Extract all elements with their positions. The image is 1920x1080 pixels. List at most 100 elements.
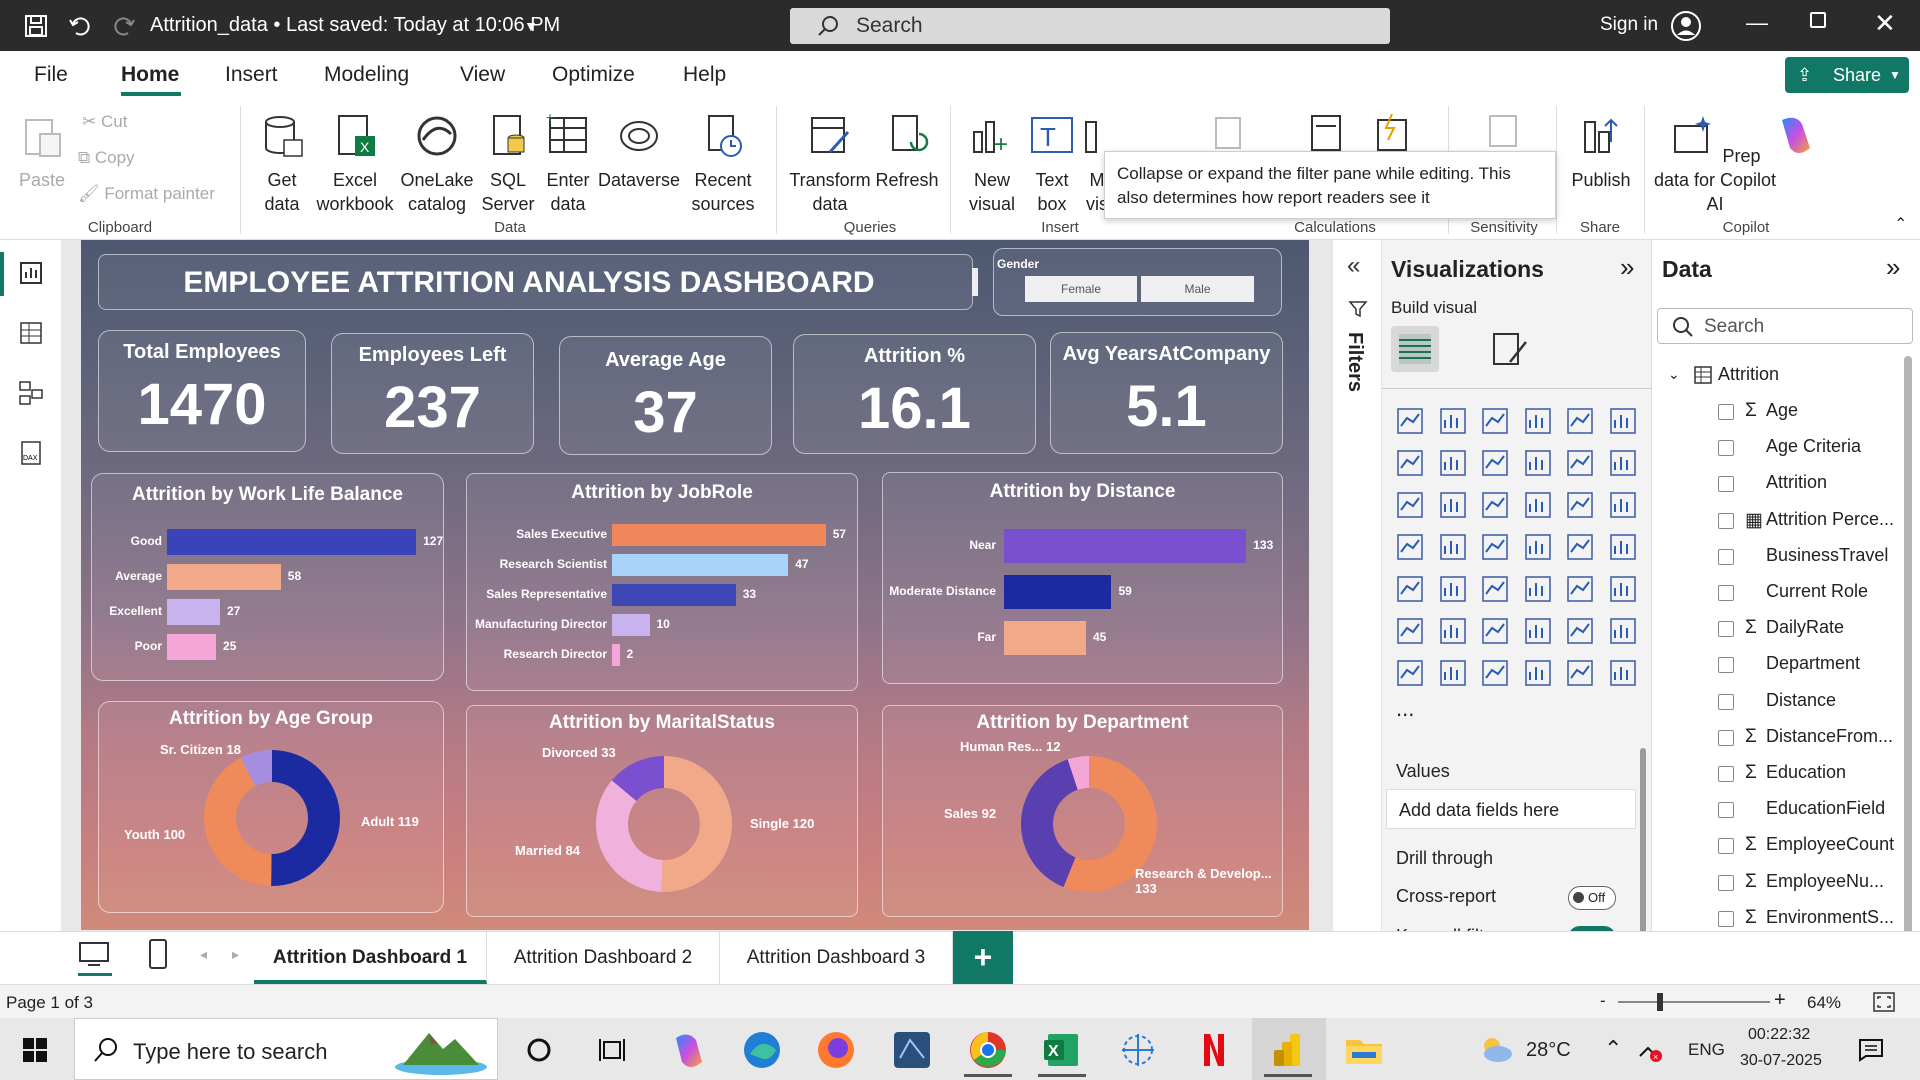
new-card-icon[interactable] (1438, 658, 1468, 688)
user-avatar-icon[interactable] (1670, 10, 1702, 42)
donut-slice[interactable] (1067, 756, 1089, 790)
python-visual-icon[interactable] (1395, 616, 1425, 646)
field-name[interactable]: EnvironmentS... (1766, 906, 1895, 927)
widgets-icon[interactable] (598, 1037, 626, 1063)
field-checkbox[interactable] (1718, 838, 1734, 855)
enter-data-button[interactable]: + Enter data (540, 109, 596, 216)
key-influencers-icon[interactable] (1438, 616, 1468, 646)
donut-slice[interactable] (596, 780, 663, 892)
chart-age-group[interactable]: Attrition by Age Group Adult 119 Youth 1… (98, 701, 444, 913)
donut-icon[interactable] (1608, 490, 1638, 520)
viz-scrollbar[interactable] (1640, 748, 1646, 978)
card-icon[interactable] (1608, 532, 1638, 562)
redo-icon[interactable] (112, 14, 136, 38)
r-visual-icon[interactable] (1608, 574, 1638, 604)
copy-button[interactable]: ⧉ Copy (78, 148, 135, 168)
onelake-catalog-button[interactable]: OneLake catalog (398, 112, 476, 216)
taskbar-search-input[interactable]: Type here to search (74, 1018, 498, 1080)
firefox-icon[interactable] (814, 1028, 858, 1072)
collapse-ribbon-icon[interactable]: ⌃ (1894, 216, 1908, 233)
zoom-out-button[interactable]: - (1600, 991, 1606, 1010)
field-name[interactable]: Attrition Perce... (1766, 508, 1895, 529)
undo-icon[interactable] (68, 14, 92, 38)
dax-query-view-icon[interactable]: DAX (18, 440, 44, 466)
format-visual-icon[interactable] (1490, 330, 1530, 368)
qa-icon[interactable] (1523, 616, 1553, 646)
language-indicator[interactable]: ENG (1688, 1040, 1725, 1059)
chrome-icon[interactable] (966, 1028, 1010, 1072)
filled-map-icon[interactable] (1480, 532, 1510, 562)
field-checkbox[interactable] (1718, 585, 1734, 601)
donut-slice[interactable] (661, 756, 732, 892)
field-checkbox[interactable] (1718, 910, 1734, 927)
expand-filters-icon[interactable]: « (1347, 252, 1361, 279)
filters-pane[interactable]: « Filters (1332, 240, 1382, 984)
treemap-icon[interactable] (1395, 532, 1425, 562)
field-name[interactable]: EducationField (1766, 798, 1886, 819)
bar[interactable] (167, 529, 417, 555)
maximize-icon[interactable] (1810, 12, 1826, 28)
line-column-icon[interactable] (1565, 448, 1595, 478)
tab-attrition-dashboard-1[interactable]: Attrition Dashboard 1 (254, 931, 487, 984)
gender-slicer[interactable]: Gender Female Male (993, 248, 1282, 316)
gender-female-button[interactable]: Female (1025, 276, 1137, 302)
windows-start-icon[interactable] (22, 1037, 48, 1063)
chart-marital-status[interactable]: Attrition by MaritalStatus Single 120 Ma… (466, 705, 858, 917)
bar[interactable] (1004, 529, 1247, 563)
zoom-slider-thumb[interactable] (1657, 993, 1663, 1011)
netflix-icon[interactable] (1192, 1028, 1236, 1072)
table-icon[interactable] (1523, 574, 1553, 604)
bar[interactable] (612, 524, 826, 546)
search-input[interactable]: Search (790, 8, 1390, 44)
prep-data-copilot-button[interactable]: Prep data for Copilot AI (1650, 112, 1780, 216)
field-name[interactable]: Education (1766, 762, 1847, 782)
pie-icon[interactable] (1565, 490, 1595, 520)
text-box-button[interactable]: T Text box (1026, 112, 1078, 216)
field-name[interactable]: DailyRate (1766, 617, 1845, 638)
tab-attrition-dashboard-2[interactable]: Attrition Dashboard 2 (487, 931, 720, 984)
cut-button[interactable]: ✂ Cut (82, 112, 127, 132)
field-name[interactable]: Current Role (1766, 581, 1869, 601)
more-visuals-button[interactable]: M vis (1082, 112, 1112, 216)
vscode-app-icon[interactable] (890, 1028, 934, 1072)
report-canvas[interactable]: EMPLOYEE ATTRITION ANALYSIS DASHBOARD Ge… (81, 240, 1309, 930)
more-visuals-ellipsis[interactable]: ... (1396, 696, 1415, 721)
zoom-level[interactable]: 64% (1807, 993, 1842, 1012)
bar[interactable] (612, 644, 620, 666)
gauge-icon[interactable] (1565, 532, 1595, 562)
field-name[interactable]: Attrition (1766, 472, 1828, 493)
prev-page-icon[interactable]: ◂ (200, 946, 208, 962)
donut-slice[interactable] (611, 756, 664, 801)
task-view-icon[interactable] (526, 1037, 552, 1063)
bar[interactable] (1004, 575, 1112, 609)
cross-report-toggle[interactable]: Off (1568, 886, 1616, 910)
menu-optimize[interactable]: Optimize (552, 63, 635, 86)
copilot-taskbar-icon[interactable] (666, 1028, 710, 1072)
field-checkbox[interactable] (1718, 440, 1734, 457)
stacked-column-icon[interactable] (1438, 406, 1468, 436)
field-checkbox[interactable] (1718, 548, 1734, 565)
get-data-button[interactable]: Get data (252, 112, 312, 216)
fit-to-page-icon[interactable] (1872, 991, 1896, 1013)
clock-date[interactable]: 30-07-2025 (1740, 1052, 1822, 1069)
share-button[interactable]: ⇪ Share ▼ (1785, 57, 1909, 93)
next-page-icon[interactable]: ▸ (232, 946, 240, 962)
publish-button[interactable]: Publish (1566, 112, 1636, 192)
multi-row-card-icon[interactable] (1395, 574, 1425, 604)
edge-icon[interactable] (740, 1028, 784, 1072)
goals-icon[interactable] (1608, 616, 1638, 646)
data-search-input[interactable]: Search (1657, 308, 1913, 344)
desktop-layout-icon[interactable] (78, 941, 110, 967)
filters-label[interactable]: Filters (1344, 332, 1366, 393)
format-painter-button[interactable]: 🖌 Format painter (78, 184, 215, 204)
values-drop-zone[interactable]: Add data fields here (1386, 789, 1636, 829)
bar[interactable] (612, 584, 736, 606)
donut-slice[interactable] (1063, 756, 1157, 892)
chevron-down-icon[interactable]: ⌄ (1668, 366, 1680, 382)
field-name[interactable]: Distance (1766, 689, 1837, 710)
attrition-table-name[interactable]: Attrition (1718, 364, 1780, 384)
gender-male-button[interactable]: Male (1141, 276, 1254, 302)
powerbi-icon[interactable] (1266, 1028, 1310, 1072)
100-column-icon[interactable] (1608, 406, 1638, 436)
chart-distance[interactable]: Attrition by Distance Near 133 Moderate Di… (882, 472, 1283, 684)
